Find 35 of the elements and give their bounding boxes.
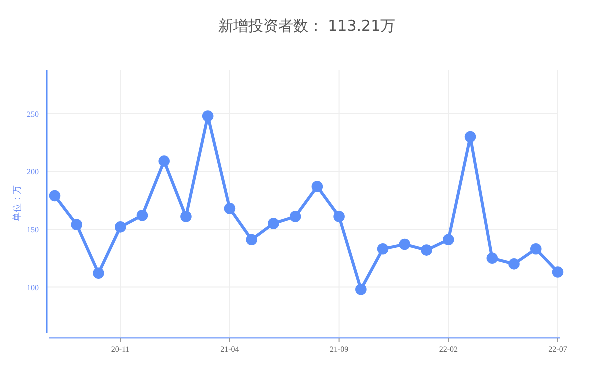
- chart-title: 新增投资者数： 113.21万: [218, 17, 396, 35]
- point: [246, 234, 258, 246]
- x-tick-label: 22-02: [439, 345, 458, 354]
- point: [312, 181, 324, 192]
- point: [486, 252, 498, 264]
- point: [334, 211, 345, 222]
- point: [158, 156, 170, 167]
- point: [443, 234, 454, 246]
- y-tick-label: 250: [27, 110, 39, 119]
- y-axis-title: 单位：万: [12, 186, 23, 222]
- point: [464, 131, 476, 143]
- point: [93, 268, 104, 280]
- point: [356, 284, 367, 296]
- point: [399, 238, 411, 250]
- point: [202, 110, 214, 122]
- point: [268, 218, 280, 230]
- point: [49, 190, 61, 202]
- point: [421, 244, 432, 256]
- x-tick-label: 20-11: [111, 345, 130, 354]
- point: [224, 203, 236, 214]
- point: [180, 211, 192, 222]
- point: [114, 222, 126, 233]
- x-tick-label: 21-04: [220, 345, 240, 354]
- y-tick-label: 150: [27, 226, 39, 235]
- x-tick-label: 22-07: [548, 345, 568, 354]
- point: [552, 266, 564, 278]
- x-tick-label: 21-09: [330, 345, 349, 354]
- point: [290, 211, 302, 222]
- point: [71, 219, 83, 231]
- point: [530, 244, 542, 255]
- y-tick-label: 200: [27, 168, 39, 177]
- point: [136, 210, 148, 222]
- y-tick-label: 100: [27, 283, 39, 292]
- point: [508, 258, 520, 270]
- point: [377, 244, 389, 255]
